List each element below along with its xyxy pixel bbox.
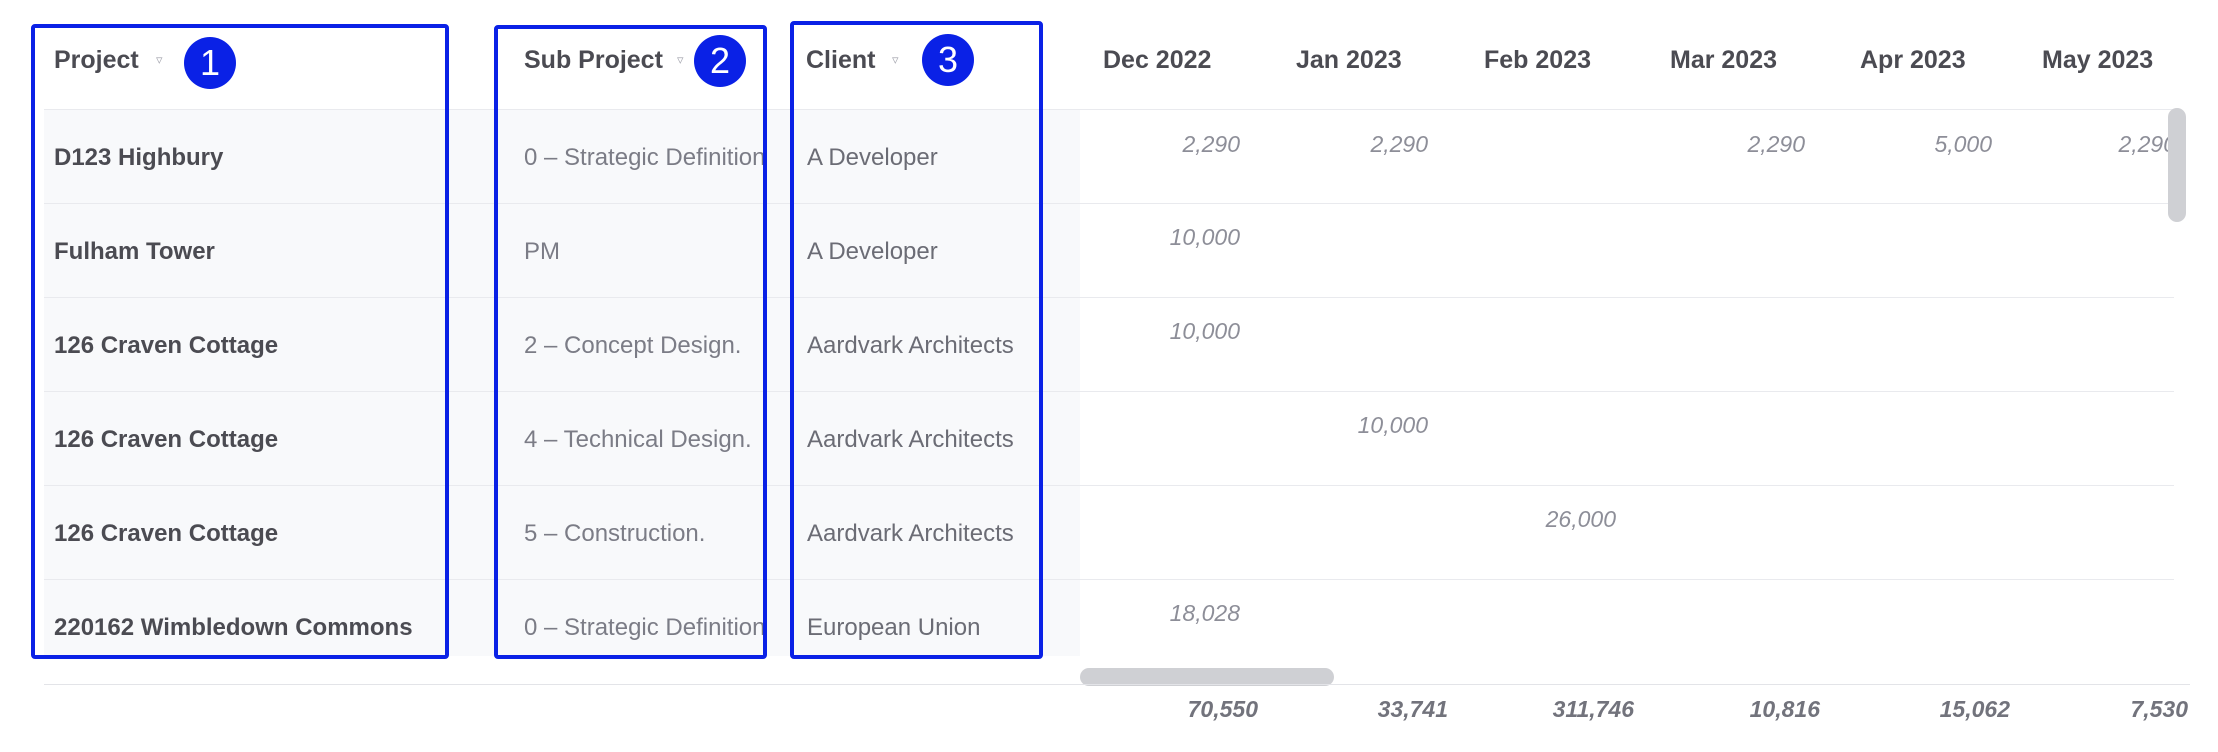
cell-client[interactable]: A Developer xyxy=(807,238,938,265)
cell-sub-project[interactable]: 4 – Technical Design. xyxy=(524,426,752,453)
cell-value[interactable]: 2,290 xyxy=(1747,131,1805,157)
column-header-project[interactable]: Project xyxy=(54,46,139,74)
frozen-columns-background xyxy=(44,110,1080,656)
cell-client[interactable]: Aardvark Architects xyxy=(807,426,1014,453)
column-header-client[interactable]: Client xyxy=(806,46,876,74)
cell-value[interactable]: 26,000 xyxy=(1545,506,1616,532)
horizontal-scrollbar-thumb[interactable] xyxy=(1080,668,1334,686)
cell-project[interactable]: 220162 Wimbledown Commons xyxy=(54,614,413,641)
annotation-frame-project xyxy=(31,24,449,659)
row-divider xyxy=(44,391,2174,392)
cell-client[interactable]: Aardvark Architects xyxy=(807,520,1014,547)
sort-arrow-icon[interactable]: ▿ xyxy=(677,52,684,67)
total-value: 70,550 xyxy=(1187,696,1258,722)
vertical-scrollbar-thumb[interactable] xyxy=(2168,108,2186,222)
row-divider xyxy=(44,579,2174,580)
total-value: 7,530 xyxy=(2130,696,2188,722)
annotation-badge-2: 2 xyxy=(694,35,746,87)
cell-value[interactable]: 2,290 xyxy=(2118,131,2176,157)
cell-sub-project[interactable]: 2 – Concept Design. xyxy=(524,332,742,359)
column-header-month[interactable]: Dec 2022 xyxy=(1103,46,1212,74)
column-header-sub-project[interactable]: Sub Project xyxy=(524,46,663,74)
cell-sub-project[interactable]: PM xyxy=(524,238,560,265)
total-value: 10,816 xyxy=(1749,696,1820,722)
cell-sub-project[interactable]: 0 – Strategic Definition. xyxy=(524,614,764,641)
cell-value[interactable]: 10,000 xyxy=(1169,224,1240,250)
totals-divider xyxy=(44,684,2190,685)
column-header-month[interactable]: Mar 2023 xyxy=(1670,46,1778,74)
total-value: 15,062 xyxy=(1939,696,2010,722)
cell-project[interactable]: 126 Craven Cottage xyxy=(54,332,279,359)
cell-value[interactable]: 2,290 xyxy=(1182,131,1240,157)
cell-sub-project[interactable]: 0 – Strategic Definition. xyxy=(524,144,764,171)
total-value: 33,741 xyxy=(1377,696,1448,722)
cell-project[interactable]: 126 Craven Cottage xyxy=(54,520,279,547)
annotation-frame-client xyxy=(790,21,1043,659)
cell-value[interactable]: 18,028 xyxy=(1169,600,1240,626)
cell-project[interactable]: Fulham Tower xyxy=(54,238,215,265)
cell-value[interactable]: 2,290 xyxy=(1370,131,1428,157)
cell-client[interactable]: European Union xyxy=(807,614,981,641)
cell-project[interactable]: 126 Craven Cottage xyxy=(54,426,279,453)
column-header-month[interactable]: Jan 2023 xyxy=(1296,46,1402,74)
row-divider xyxy=(44,203,2174,204)
cell-client[interactable]: Aardvark Architects xyxy=(807,332,1014,359)
column-header-month[interactable]: May 2023 xyxy=(2042,46,2154,74)
cell-sub-project[interactable]: 5 – Construction. xyxy=(524,520,706,547)
cell-value[interactable]: 10,000 xyxy=(1357,412,1428,438)
cell-value[interactable]: 10,000 xyxy=(1169,318,1240,344)
sort-arrow-icon[interactable]: ▿ xyxy=(156,52,163,67)
row-divider xyxy=(44,109,2174,110)
cell-value[interactable]: 5,000 xyxy=(1934,131,1992,157)
annotation-badge-1: 1 xyxy=(184,37,236,89)
cell-project[interactable]: D123 Highbury xyxy=(54,144,224,171)
sort-arrow-icon[interactable]: ▿ xyxy=(892,52,899,67)
column-header-month[interactable]: Apr 2023 xyxy=(1860,46,1966,74)
total-value: 311,746 xyxy=(1552,696,1634,722)
cell-client[interactable]: A Developer xyxy=(807,144,938,171)
annotation-frame-sub-project xyxy=(494,25,767,659)
column-header-month[interactable]: Feb 2023 xyxy=(1484,46,1592,74)
row-divider xyxy=(44,297,2174,298)
row-divider xyxy=(44,485,2174,486)
annotation-badge-3: 3 xyxy=(922,34,974,86)
